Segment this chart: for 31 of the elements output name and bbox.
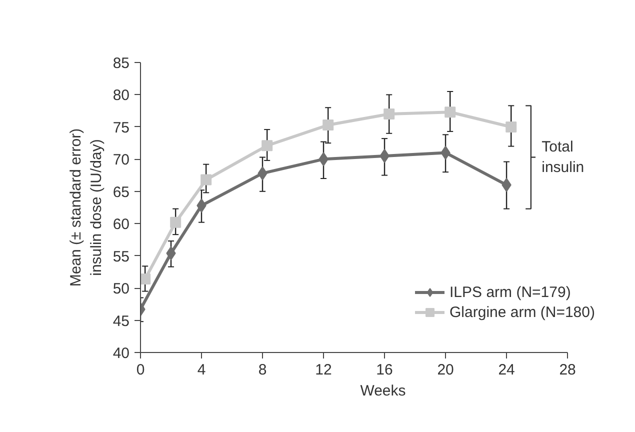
y-tick-label: 60 — [112, 216, 130, 234]
y-tick-label: 80 — [112, 87, 130, 104]
point — [140, 274, 151, 285]
x-tick-label: 28 — [559, 362, 576, 378]
x-tick-label: 16 — [376, 362, 393, 378]
point — [444, 106, 456, 118]
y-axis-title: Mean (± standard error) insulin dose (IU/day) — [67, 128, 105, 287]
annotation: Total insulin — [542, 138, 584, 176]
point — [262, 140, 273, 152]
point — [384, 108, 395, 120]
x-tick-label: 4 — [197, 362, 206, 378]
y-tick-label: 50 — [112, 280, 130, 298]
point — [506, 121, 517, 132]
x-tick-label: 8 — [258, 362, 267, 378]
legend-label: ILPS arm (N=179) — [450, 284, 571, 300]
x-tick-label: 24 — [498, 362, 515, 378]
y-tick-label: 70 — [112, 152, 130, 169]
x-tick-label: 0 — [136, 362, 145, 378]
point — [322, 120, 334, 131]
y-tick-label: 75 — [112, 119, 130, 136]
y-tick-label: 55 — [112, 248, 130, 266]
x-axis-title: Weeks — [360, 382, 406, 400]
y-tick-label: 40 — [112, 345, 130, 362]
x-tick-label: 20 — [437, 362, 454, 378]
point — [200, 174, 212, 186]
x-tick-label: 12 — [315, 362, 332, 378]
y-tick-label: 85 — [112, 55, 130, 72]
y-tick-label: 45 — [112, 312, 130, 330]
y-tick-label: 65 — [112, 184, 130, 201]
point — [170, 216, 182, 228]
legend-label: Glargine arm (N=180) — [450, 304, 595, 320]
